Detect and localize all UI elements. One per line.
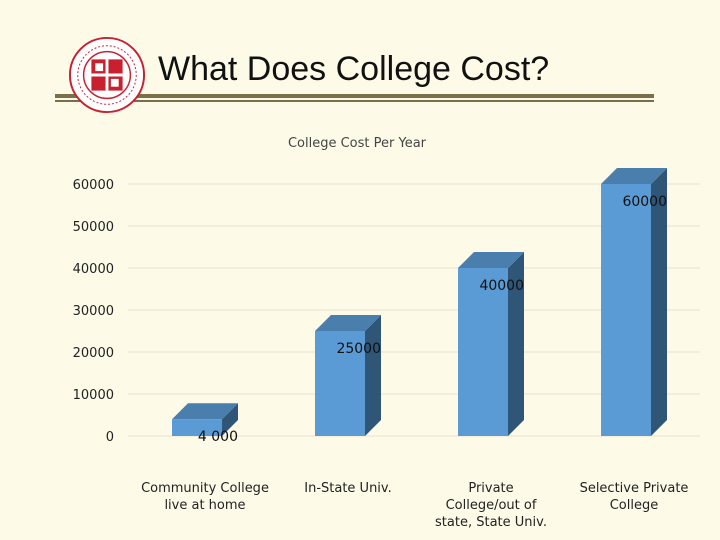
bar-top (315, 315, 381, 331)
y-tick-label: 20000 (73, 346, 114, 361)
slide-title: What Does College Cost? (158, 50, 550, 88)
data-labels: 4 000 25000 40000 60000 (198, 194, 667, 445)
bar (458, 268, 508, 436)
y-tick-label: 30000 (73, 304, 114, 319)
data-label: 60000 (622, 194, 667, 210)
bar-top (458, 252, 524, 268)
y-tick-label: 60000 (73, 178, 114, 193)
chart-title: College Cost Per Year (288, 136, 427, 151)
data-label: 4 000 (198, 429, 238, 445)
bars (172, 168, 667, 436)
category-label: state, State Univ. (435, 515, 547, 530)
category-label: Private (468, 481, 513, 496)
title-rule-thin (55, 100, 654, 102)
x-axis-categories: Community College live at home In-State Un… (141, 481, 688, 530)
data-label: 40000 (479, 278, 524, 294)
seal-icon (68, 36, 146, 114)
bar-side (365, 315, 381, 436)
y-axis-ticks: 0 10000 20000 30000 40000 50000 60000 (73, 178, 114, 445)
bar-top (172, 403, 238, 420)
y-tick-label: 50000 (73, 220, 114, 235)
bar (601, 184, 651, 436)
category-label: College (610, 498, 659, 513)
category-label: Selective Private (580, 481, 689, 496)
title-rule (55, 94, 654, 98)
bar (172, 419, 222, 436)
category-label: In-State Univ. (304, 481, 392, 496)
bar (315, 331, 365, 436)
bar-side (651, 168, 667, 436)
bar-top (601, 168, 667, 184)
data-label: 25000 (336, 341, 381, 357)
y-tick-label: 10000 (73, 388, 114, 403)
y-tick-label: 0 (106, 430, 114, 445)
bar-side (222, 403, 238, 436)
category-label: Community College (141, 481, 269, 496)
category-label: live at home (164, 498, 245, 513)
y-tick-label: 40000 (73, 262, 114, 277)
category-label: College/out of (446, 498, 537, 513)
bar-side (508, 252, 524, 436)
